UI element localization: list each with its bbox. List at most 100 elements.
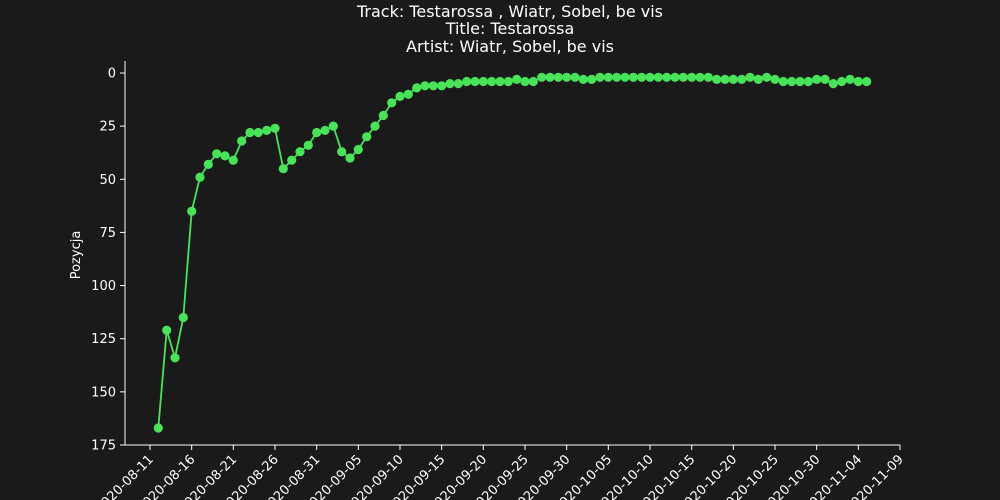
- data-points: [153, 72, 872, 433]
- data-point: [495, 76, 505, 87]
- y-tick-label: 175: [91, 439, 116, 454]
- data-point: [662, 72, 672, 82]
- data-point: [737, 74, 747, 84]
- data-point: [162, 325, 172, 335]
- data-point: [553, 72, 563, 82]
- y-tick-label: 150: [91, 385, 116, 400]
- data-point: [253, 127, 263, 138]
- data-point: [770, 74, 780, 84]
- data-point: [320, 125, 330, 135]
- data-point: [787, 76, 797, 87]
- data-point: [428, 81, 438, 91]
- data-point: [828, 79, 838, 89]
- data-point: [262, 125, 272, 135]
- title-line-artist: Artist: Wiatr, Sobel, be vis: [406, 37, 614, 56]
- data-point: [153, 423, 163, 433]
- data-point: [520, 76, 530, 87]
- data-point: [453, 79, 463, 89]
- data-point: [278, 164, 288, 174]
- data-point: [287, 155, 297, 165]
- data-point: [545, 72, 555, 82]
- data-point: [853, 76, 863, 87]
- data-point: [753, 74, 763, 84]
- data-point: [237, 136, 247, 146]
- y-tick-label: 25: [99, 120, 116, 135]
- data-point: [578, 74, 588, 84]
- data-point: [612, 72, 622, 82]
- data-point: [303, 140, 313, 150]
- y-tick-label: 0: [108, 67, 116, 82]
- data-point: [445, 79, 455, 89]
- data-point: [170, 353, 180, 363]
- data-point: [820, 74, 830, 84]
- data-point: [362, 132, 372, 142]
- data-point: [837, 76, 847, 87]
- data-point: [795, 76, 805, 87]
- data-point: [528, 76, 538, 87]
- y-tick-label: 100: [91, 279, 116, 294]
- data-point: [512, 74, 522, 84]
- data-point: [678, 72, 688, 82]
- data-point: [628, 72, 638, 82]
- data-point: [562, 72, 572, 82]
- data-point: [345, 153, 355, 163]
- data-point: [187, 206, 197, 216]
- data-point: [378, 110, 388, 121]
- data-point: [645, 72, 655, 82]
- data-point: [312, 127, 322, 138]
- data-point: [420, 81, 430, 91]
- y-tick-label: 50: [99, 173, 116, 188]
- data-point: [570, 72, 580, 82]
- data-point: [778, 76, 788, 87]
- y-axis-label: Pozycja: [69, 231, 84, 280]
- data-point: [537, 72, 547, 82]
- data-point: [803, 76, 813, 87]
- data-point: [478, 76, 488, 87]
- data-point: [387, 98, 397, 108]
- data-point: [437, 81, 447, 91]
- data-point: [712, 74, 722, 84]
- data-point: [228, 155, 238, 165]
- data-point: [637, 72, 647, 82]
- data-point: [212, 149, 222, 159]
- data-point: [862, 76, 872, 87]
- title-line-track: Track: Testarossa , Wiatr, Sobel, be vis: [356, 2, 663, 21]
- data-point: [670, 72, 680, 82]
- chart-title: Track: Testarossa , Wiatr, Sobel, be vis…: [356, 2, 663, 56]
- data-point: [687, 72, 697, 82]
- data-point: [587, 74, 597, 84]
- data-point: [220, 151, 230, 161]
- data-point: [703, 72, 713, 82]
- data-point: [487, 76, 497, 87]
- data-point: [470, 76, 480, 87]
- data-point: [195, 172, 205, 182]
- data-point: [395, 91, 405, 101]
- data-point: [295, 147, 305, 157]
- data-point: [503, 76, 513, 87]
- data-point: [203, 159, 213, 169]
- data-point: [178, 312, 188, 323]
- y-tick-label: 75: [99, 226, 116, 241]
- data-point: [762, 72, 772, 82]
- data-point: [245, 127, 255, 138]
- data-point: [412, 83, 422, 93]
- data-point: [603, 72, 613, 82]
- data-point: [328, 121, 338, 131]
- data-point: [620, 72, 630, 82]
- data-point: [720, 74, 730, 84]
- x-axis-ticks: 2020-08-112020-08-162020-08-212020-08-26…: [93, 445, 907, 500]
- title-line-title: Title: Testarossa: [445, 19, 575, 38]
- data-point: [812, 74, 822, 84]
- data-point: [595, 72, 605, 82]
- data-point: [270, 123, 280, 133]
- data-point: [695, 72, 705, 82]
- y-tick-label: 125: [91, 332, 116, 347]
- data-point: [403, 89, 413, 99]
- data-point: [845, 74, 855, 84]
- y-axis-ticks: 0 25 50 75 100 125 150 175: [91, 67, 125, 454]
- data-point: [353, 144, 363, 155]
- data-point: [462, 76, 472, 87]
- data-point: [653, 72, 663, 82]
- data-point: [745, 72, 755, 82]
